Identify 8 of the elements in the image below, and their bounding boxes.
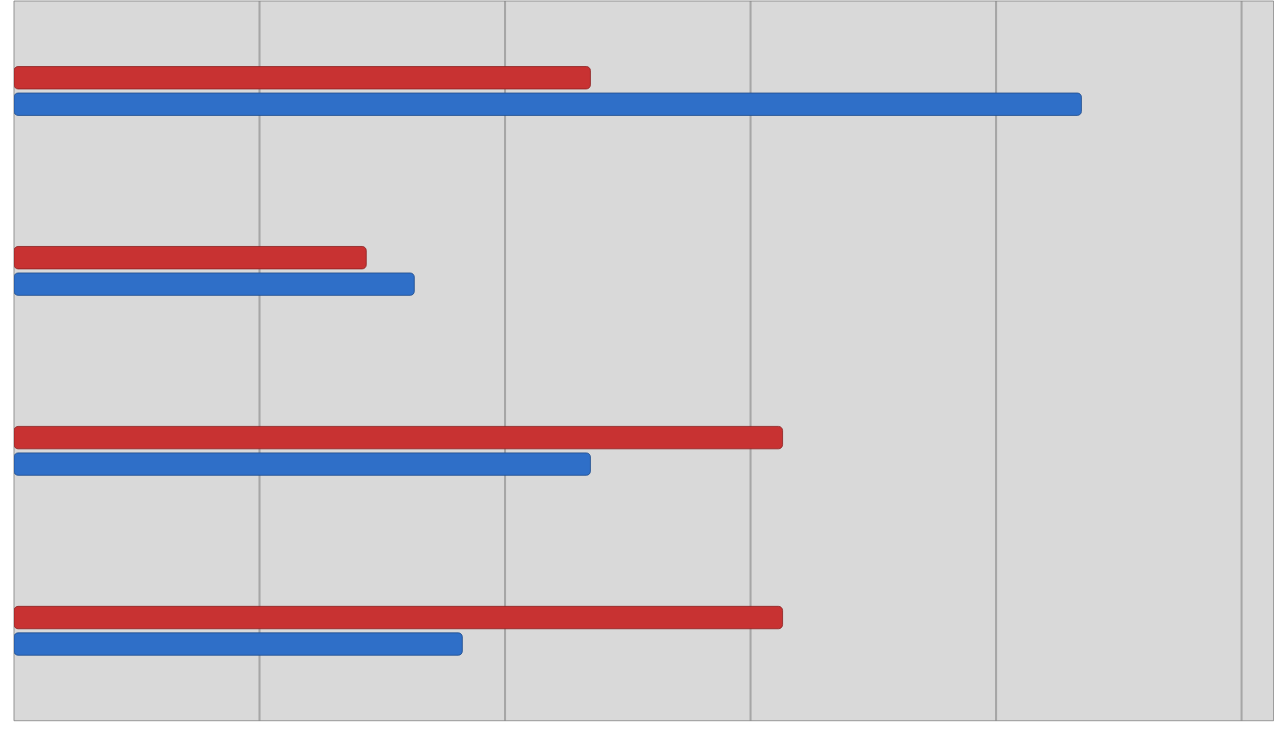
bar bbox=[14, 272, 415, 296]
bar bbox=[14, 65, 591, 89]
bar bbox=[14, 425, 783, 449]
bar bbox=[14, 92, 1082, 116]
bar bbox=[14, 452, 591, 476]
bar bbox=[14, 632, 463, 656]
bar bbox=[14, 605, 783, 629]
bar bbox=[14, 245, 367, 269]
